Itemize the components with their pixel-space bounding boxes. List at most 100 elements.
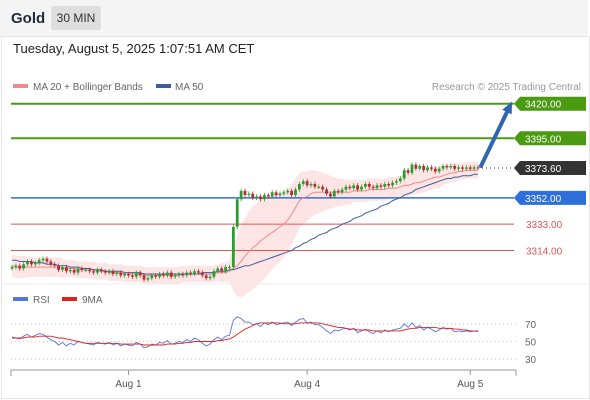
- candle-body: [111, 271, 115, 274]
- candle-body: [243, 190, 247, 196]
- candle-body: [224, 267, 227, 272]
- candle-body: [437, 168, 441, 172]
- candle-body: [165, 272, 169, 276]
- candle-body: [123, 274, 127, 276]
- candle-body: [453, 166, 457, 169]
- level-label-3420.00: 3420.00: [525, 100, 562, 111]
- candle-body: [395, 181, 398, 183]
- candle-body: [49, 261, 53, 265]
- candle-body: [84, 269, 88, 271]
- instrument-title: Gold: [11, 10, 46, 27]
- level-label-3333.00: 3333.00: [526, 220, 563, 231]
- candle-body: [430, 167, 433, 169]
- timeframe-button[interactable]: 30 MIN: [51, 6, 101, 30]
- candle-body: [329, 193, 332, 197]
- candle-body: [278, 193, 282, 196]
- candle-body: [26, 261, 29, 265]
- candle-body: [282, 192, 286, 194]
- rsi-tick-50: 50: [525, 338, 537, 349]
- candle-body: [371, 186, 375, 189]
- candle-body: [189, 272, 193, 274]
- candle-body: [251, 193, 255, 198]
- candle-body: [158, 274, 161, 277]
- candle-body: [266, 195, 270, 197]
- candle-body: [103, 271, 107, 273]
- candle-body: [208, 276, 212, 279]
- forecast-arrow: [479, 101, 513, 168]
- candle-body: [457, 167, 460, 169]
- candle-body: [340, 189, 344, 193]
- candle-body: [270, 192, 274, 197]
- rsi-legend-swatch: [13, 297, 28, 301]
- candle-body: [57, 265, 60, 270]
- candle-body: [228, 267, 231, 269]
- ma50-legend-label: MA 50: [175, 82, 204, 93]
- candle-body: [99, 269, 103, 272]
- price-levels: [11, 102, 514, 251]
- candle-body: [216, 268, 220, 272]
- time-tick-label: Aug 5: [457, 379, 484, 390]
- candle-body: [115, 272, 119, 274]
- header-bar: Gold 30 MIN: [0, 0, 588, 37]
- time-tick-label: Aug 1: [115, 379, 142, 390]
- candle-body: [367, 184, 371, 187]
- rsi-ma-legend-label: 9MA: [82, 295, 103, 306]
- level-tag-3395.00: [514, 131, 586, 146]
- candle-body: [406, 170, 410, 173]
- candle-body: [387, 184, 391, 186]
- candle-body: [379, 185, 383, 187]
- candle-body: [383, 184, 387, 187]
- time-axis-ticks: Aug 1 Aug 4 Aug 5: [115, 370, 484, 390]
- candle-body: [235, 199, 239, 227]
- candle-body: [472, 167, 476, 169]
- candle-body: [398, 178, 402, 182]
- candle-body: [10, 267, 14, 269]
- candle-body: [263, 195, 266, 200]
- candle-body: [391, 182, 394, 186]
- candle-body: [76, 268, 80, 273]
- candle-body: [422, 166, 426, 171]
- candle-body: [317, 186, 321, 188]
- candle-body: [96, 269, 99, 273]
- candle-body: [286, 190, 290, 193]
- candle-body: [348, 186, 352, 189]
- candle-body: [301, 181, 305, 184]
- level-label-3352.00: 3352.00: [525, 194, 562, 205]
- level-tag-3373.60: [514, 160, 586, 175]
- candle-body: [352, 185, 356, 189]
- candle-body: [294, 189, 297, 196]
- candle-body: [305, 181, 309, 186]
- rsi-ma-legend-swatch: [62, 297, 77, 301]
- source-credit: Research © 2025 Trading Central: [432, 82, 581, 93]
- candle-body: [297, 184, 301, 190]
- candle-body: [61, 267, 64, 270]
- candle-body: [134, 272, 138, 277]
- candle-body: [193, 271, 196, 274]
- candle-body: [356, 185, 360, 190]
- level-label-3373.60: 3373.60: [525, 164, 562, 175]
- candle-body: [169, 272, 173, 277]
- price-level-labels: 3420.00 3395.00 3373.60 3352.00 3333.00 3314.…: [514, 96, 586, 257]
- candle-body: [14, 265, 18, 268]
- candle-body: [173, 275, 177, 277]
- candle-body: [418, 166, 422, 169]
- candle-body: [464, 167, 468, 169]
- candle-body: [181, 274, 185, 276]
- candle-body: [80, 268, 84, 270]
- level-label-3395.00: 3395.00: [525, 134, 562, 145]
- candle-body: [119, 272, 123, 276]
- rsi-legend: RSI 9MA: [13, 295, 103, 306]
- candle-body: [402, 170, 406, 179]
- candle-body: [150, 275, 154, 279]
- candle-body: [441, 166, 445, 169]
- forecast-arrow-shaft: [479, 105, 511, 168]
- candle-body: [22, 264, 26, 269]
- forecast-arrow-head: [502, 101, 513, 115]
- candle-body: [414, 164, 418, 169]
- rsi-legend-label: RSI: [33, 295, 50, 306]
- candle-body: [313, 184, 317, 187]
- candlesticks: [10, 162, 480, 282]
- rsi-tick-30: 30: [525, 355, 537, 366]
